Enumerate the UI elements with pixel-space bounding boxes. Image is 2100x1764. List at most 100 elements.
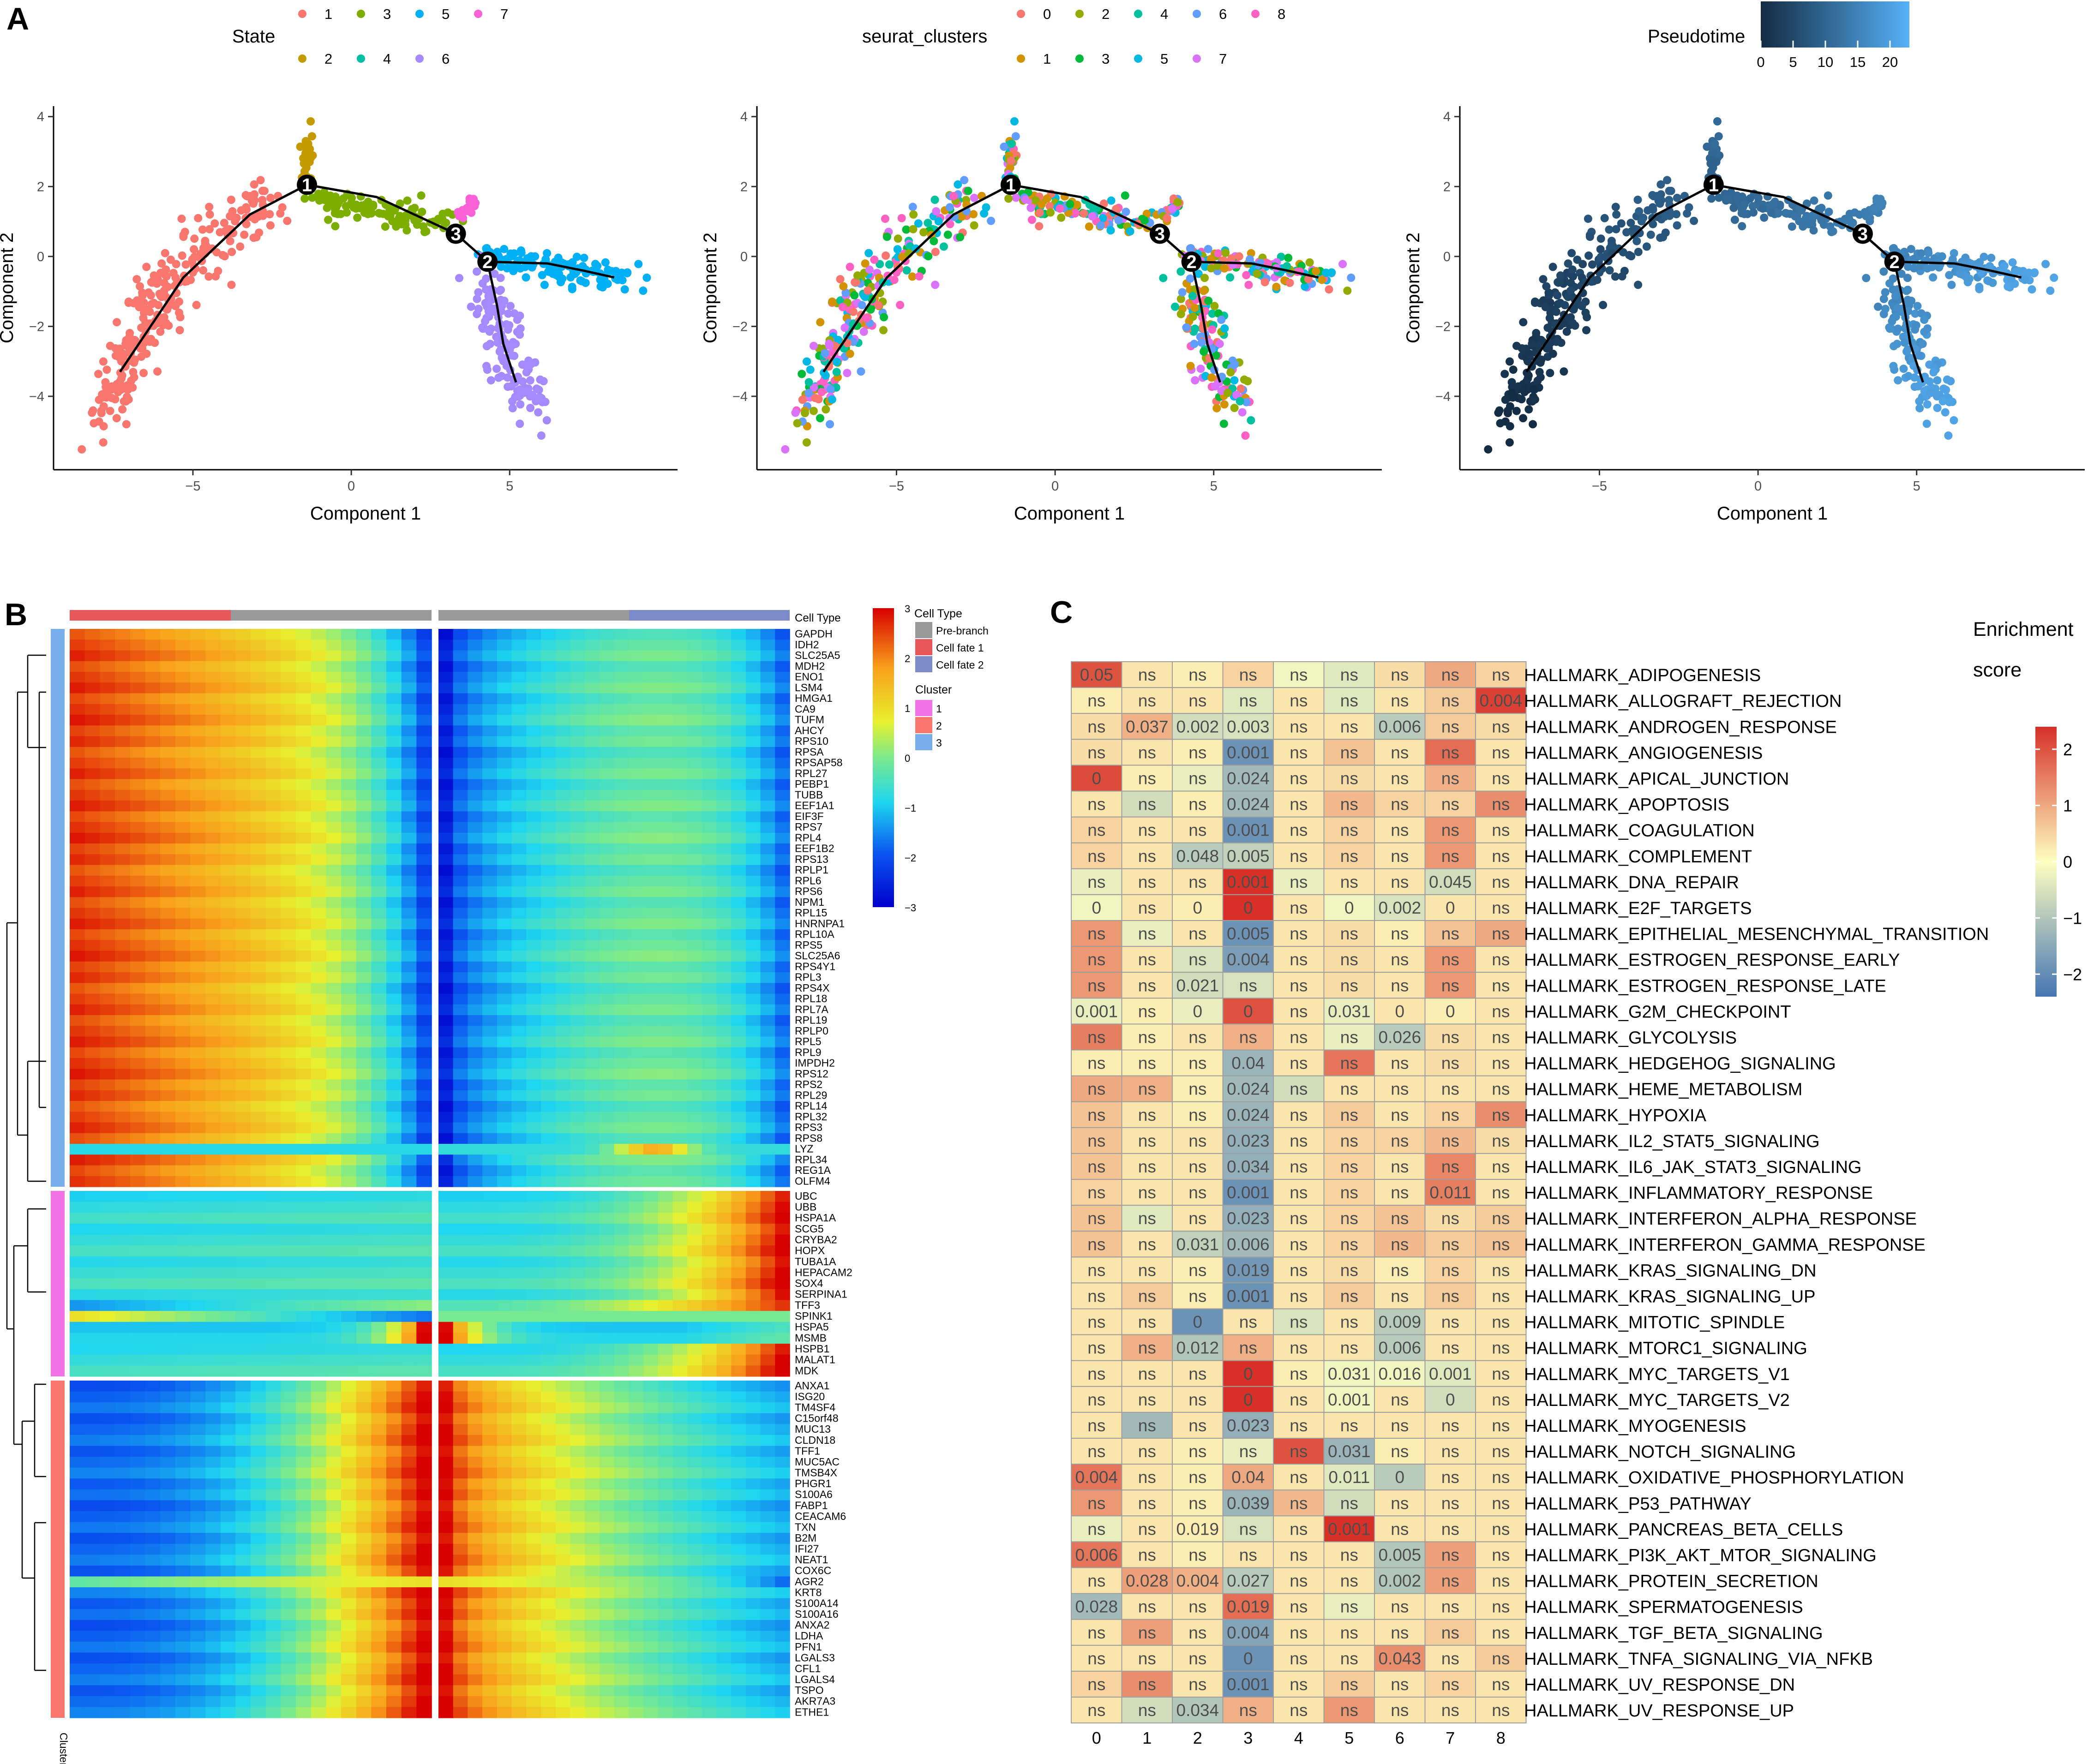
heatmap-cell <box>220 1112 236 1123</box>
heatmap-cell <box>731 1154 746 1166</box>
heatmap-cell <box>341 758 357 769</box>
cell-point <box>1178 288 1187 297</box>
heatmap-cell <box>371 1047 387 1058</box>
heatmap-cell <box>658 693 673 705</box>
heatmap-cell <box>356 1090 372 1101</box>
heatmap-cell <box>220 951 236 962</box>
heatmap-cell <box>672 1101 688 1112</box>
cell-point <box>1600 214 1609 222</box>
heatmap-cell <box>745 693 761 705</box>
heatmap-cell <box>281 1026 296 1037</box>
heatmap-cell <box>775 1112 790 1123</box>
cell-point <box>179 233 188 241</box>
heatmap-cell <box>629 1223 644 1235</box>
heatmap-cell <box>585 843 600 855</box>
heatmap-cell <box>416 1036 432 1048</box>
heatmap-cell <box>555 1213 571 1224</box>
heatmap-cell <box>526 704 541 715</box>
heatmap-cell <box>265 725 282 737</box>
heatmap-cell <box>251 875 266 887</box>
heatmap-cell <box>438 629 454 640</box>
heatmap-cell <box>438 1245 454 1257</box>
heatmap-cell <box>296 886 312 897</box>
state-legend-key <box>415 10 424 18</box>
cell-point <box>1085 222 1093 231</box>
heatmap-cell <box>687 1144 702 1155</box>
heatmap-cell <box>296 940 312 951</box>
heatmap-cell <box>702 854 717 866</box>
cell-point <box>205 210 214 219</box>
heatmap-cell <box>629 650 644 662</box>
heatmap-cell <box>100 736 115 747</box>
heatmap-cell <box>326 1090 342 1101</box>
heatmap-cell <box>84 789 101 801</box>
heatmap-cell <box>401 650 417 662</box>
heatmap-cell <box>453 983 468 994</box>
heatmap-cell <box>130 843 146 855</box>
heatmap-cell <box>190 811 206 823</box>
heatmap-cell <box>702 768 717 780</box>
cell-point <box>1876 198 1885 207</box>
heatmap-cell <box>416 1122 432 1134</box>
heatmap-cell <box>570 1015 585 1026</box>
heatmap-cell <box>100 661 115 672</box>
heatmap-cell <box>526 801 541 812</box>
cell-point <box>1724 195 1733 204</box>
heatmap-cell <box>160 640 176 651</box>
cell-point <box>919 228 928 237</box>
heatmap-cell <box>643 640 659 651</box>
heatmap-cell <box>497 682 512 694</box>
heatmap-cell <box>570 1213 585 1224</box>
heatmap-cell <box>220 918 236 930</box>
heatmap-cell <box>672 886 688 897</box>
heatmap-cell <box>386 1202 402 1213</box>
heatmap-cell <box>614 929 629 940</box>
heatmap-cell <box>614 1015 629 1026</box>
heatmap-cell <box>526 843 541 855</box>
heatmap-cell <box>371 1176 387 1187</box>
heatmap-cell <box>326 993 342 1005</box>
cell-point <box>879 326 888 335</box>
heatmap-cell <box>220 1144 236 1155</box>
heatmap-cell <box>614 725 629 737</box>
cell-point <box>486 340 494 348</box>
heatmap-cell <box>468 929 483 940</box>
heatmap-cell <box>643 1101 659 1112</box>
heatmap-cell <box>614 854 629 866</box>
heatmap-cell <box>130 1101 146 1112</box>
heatmap-cell <box>658 854 673 866</box>
heatmap-cell <box>511 940 527 951</box>
heatmap-cell <box>643 822 659 833</box>
heatmap-cell <box>205 1069 221 1080</box>
cell-point <box>1564 259 1572 268</box>
cell-point <box>538 398 547 407</box>
heatmap-cell <box>84 854 101 866</box>
heatmap-cell <box>281 972 296 983</box>
heatmap-cell <box>401 1069 417 1080</box>
heatmap-cell <box>658 886 673 897</box>
heatmap-cell <box>570 1101 585 1112</box>
cell-point <box>537 431 546 440</box>
seurat-legend-label: 7 <box>1219 51 1227 67</box>
heatmap-cell <box>599 758 615 769</box>
heatmap-cell <box>371 747 387 758</box>
heatmap-cell <box>70 822 85 833</box>
branch-point-label: 3 <box>1155 224 1165 245</box>
heatmap-cell <box>326 650 342 662</box>
pseudotime-colorbar <box>1761 1 1909 48</box>
heatmap-cell <box>468 951 483 962</box>
heatmap-cell <box>416 1079 432 1091</box>
cell-point <box>1911 325 1920 334</box>
heatmap-cell <box>100 1234 115 1246</box>
heatmap-cell <box>453 801 468 812</box>
heatmap-cell <box>643 1026 659 1037</box>
heatmap-cell <box>497 736 512 747</box>
heatmap-cell <box>70 983 85 994</box>
heatmap-cell <box>130 865 146 876</box>
heatmap-cell <box>356 908 372 919</box>
x-tick-label: 0 <box>348 479 355 494</box>
heatmap-cell <box>745 1112 761 1123</box>
seurat-legend-label: 4 <box>1160 6 1168 22</box>
heatmap-cell <box>585 1112 600 1123</box>
heatmap-cell <box>341 1047 357 1058</box>
